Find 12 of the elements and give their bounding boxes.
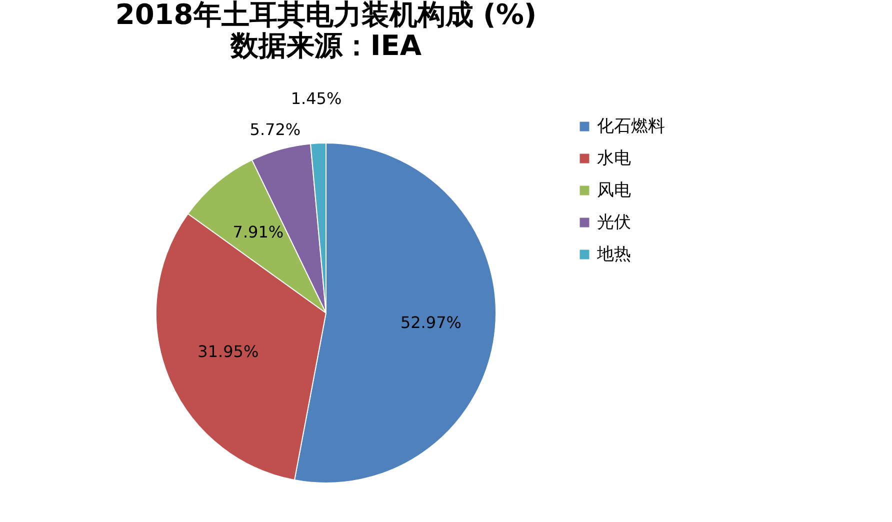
- legend-label: 化石燃料: [597, 116, 665, 136]
- data-label: 5.72%: [250, 120, 301, 139]
- data-label: 52.97%: [400, 312, 462, 332]
- legend-label: 光伏: [597, 212, 631, 232]
- data-label: 31.95%: [198, 342, 259, 362]
- chart-subtitle: 数据来源：IEA: [229, 29, 422, 62]
- data-label: 7.91%: [232, 222, 284, 242]
- data-label: 1.45%: [290, 89, 342, 108]
- legend-label: 地热: [596, 244, 631, 264]
- chart-title: 2018年土耳其电力装机构成 (%): [115, 0, 537, 32]
- legend-label: 水电: [597, 148, 631, 168]
- legend-label: 风电: [597, 180, 631, 200]
